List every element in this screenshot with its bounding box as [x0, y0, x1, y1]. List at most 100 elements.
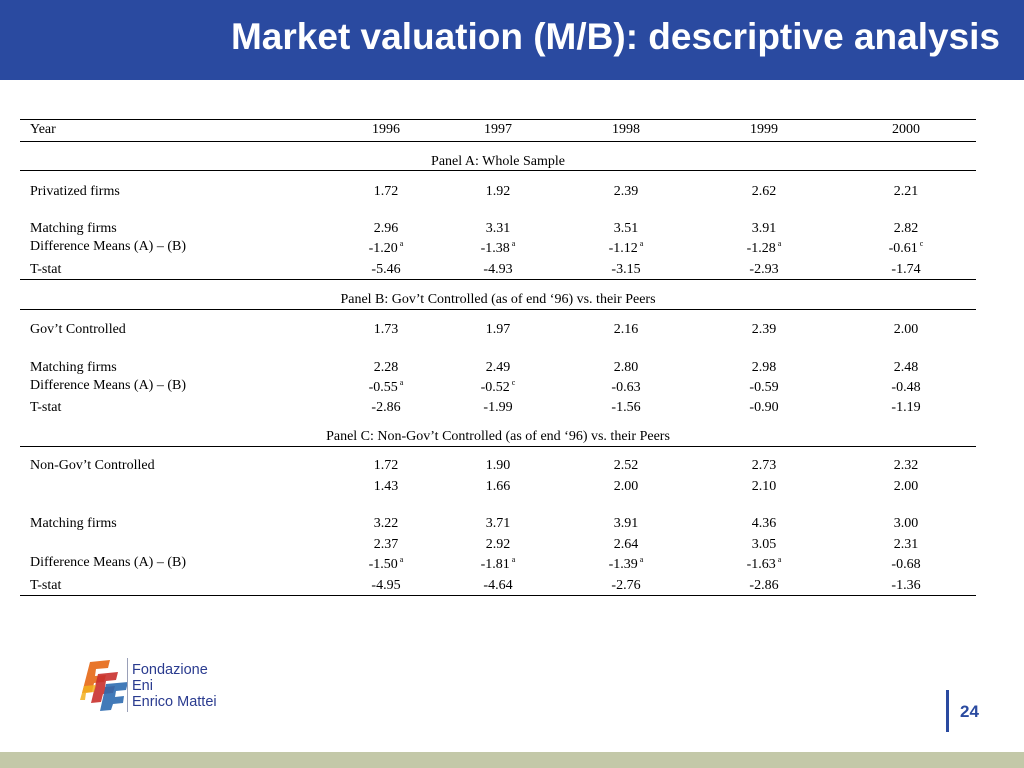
table-cell: 2.96 — [336, 221, 436, 237]
cell-value: -1.20 — [368, 241, 398, 256]
logo-divider — [127, 658, 128, 712]
table-cell: 2.92 — [448, 537, 548, 553]
cell-value: 2.39 — [613, 184, 639, 199]
row-label: T-stat — [30, 578, 62, 593]
cell-value: -0.90 — [749, 400, 779, 415]
rule-panel-a — [20, 170, 976, 171]
table-cell: 2.39 — [576, 184, 676, 200]
row-label: Gov’t Controlled — [30, 322, 126, 337]
logo-wordmark: Fondazione Eni Enrico Mattei — [132, 662, 217, 710]
cell-value: 3.91 — [613, 516, 639, 531]
table-cell: 3.51 — [576, 221, 676, 237]
table-cell: -0.55 a — [336, 378, 436, 397]
cell-value: 3.22 — [373, 516, 399, 531]
table-cell: -1.74 — [856, 262, 956, 278]
cell-value: -2.86 — [749, 578, 779, 593]
table-cell: -1.20 a — [336, 239, 436, 258]
panel-b-title: Panel B: Gov’t Controlled (as of end ‘96… — [340, 292, 656, 307]
row-label: Difference Means (A) – (B) — [30, 239, 187, 254]
cell-value: -1.81 — [480, 557, 510, 572]
table-cell: -2.86 — [714, 578, 814, 594]
cell-value: 2.62 — [751, 184, 777, 199]
cell-value: -5.46 — [371, 262, 401, 277]
table-cell: 2.82 — [856, 221, 956, 237]
table-cell: -2.86 — [336, 400, 436, 416]
table-cell: -1.56 — [576, 400, 676, 416]
cell-value: 2.80 — [613, 360, 639, 375]
table-cell: 1.72 — [336, 458, 436, 474]
page-number: 24 — [960, 702, 979, 721]
cell-value: 1.43 — [373, 479, 399, 494]
table-cell: 3.00 — [856, 516, 956, 532]
cell-value: -1.19 — [891, 400, 921, 415]
cell-value: -0.59 — [749, 380, 779, 395]
cell-value: 2.64 — [613, 537, 639, 552]
year-column-header: 1999 — [750, 122, 778, 137]
table-cell: -1.12 a — [576, 239, 676, 258]
table-cell: -1.99 — [448, 400, 548, 416]
rule-panel-b — [20, 309, 976, 310]
table-cell: 2.32 — [856, 458, 956, 474]
significance-marker: c — [919, 239, 924, 248]
year-column-header: 2000 — [892, 122, 920, 137]
cell-value: -4.64 — [483, 578, 513, 593]
cell-value: -1.50 — [368, 557, 398, 572]
cell-value: -1.56 — [611, 400, 641, 415]
cell-value: 1.97 — [485, 322, 511, 337]
cell-value: 1.92 — [485, 184, 511, 199]
table-cell: -1.38 a — [448, 239, 548, 258]
cell-value: 1.72 — [373, 458, 399, 473]
cell-value: -2.86 — [371, 400, 401, 415]
rule-top — [20, 119, 976, 120]
table-cell: -1.50 a — [336, 555, 436, 574]
cell-value: 1.66 — [485, 479, 511, 494]
cell-value: 3.31 — [485, 221, 511, 236]
cell-value: 2.37 — [373, 537, 399, 552]
row-label: T-stat — [30, 262, 62, 277]
page-number-divider — [946, 690, 949, 732]
cell-value: 3.91 — [751, 221, 777, 236]
table-cell: 1.73 — [336, 322, 436, 338]
significance-marker: a — [399, 378, 404, 387]
cell-value: 2.31 — [893, 537, 919, 552]
cell-value: 2.96 — [373, 221, 399, 236]
table-cell: 3.05 — [714, 537, 814, 553]
cell-value: 3.51 — [613, 221, 639, 236]
table-cell: 4.36 — [714, 516, 814, 532]
table-cell: -4.95 — [336, 578, 436, 594]
cell-value: -0.55 — [368, 380, 398, 395]
table-cell: 1.72 — [336, 184, 436, 200]
table-cell: -1.63 a — [714, 555, 814, 574]
cell-value: -2.93 — [749, 262, 779, 277]
significance-marker: c — [511, 378, 516, 387]
cell-value: 3.05 — [751, 537, 777, 552]
row-label: Difference Means (A) – (B) — [30, 378, 187, 393]
table-cell: 1.97 — [448, 322, 548, 338]
panel-a-title: Panel A: Whole Sample — [431, 154, 565, 169]
logo-line-2: Eni — [132, 678, 153, 694]
table-cell: -0.59 — [714, 380, 814, 396]
table-cell: -4.93 — [448, 262, 548, 278]
cell-value: 3.00 — [893, 516, 919, 531]
table-cell: 2.48 — [856, 360, 956, 376]
table-cell: -0.48 — [856, 380, 956, 396]
row-label: Difference Means (A) – (B) — [30, 555, 187, 570]
cell-value: 1.72 — [373, 184, 399, 199]
table-cell: 2.00 — [856, 479, 956, 495]
cell-value: -3.15 — [611, 262, 641, 277]
rule-panel-c — [20, 446, 976, 447]
table-cell: 2.39 — [714, 322, 814, 338]
significance-marker: a — [399, 239, 404, 248]
table-cell: 2.80 — [576, 360, 676, 376]
table-cell: -0.52 c — [448, 378, 548, 397]
row-label: Matching firms — [30, 221, 117, 236]
table-cell: 2.10 — [714, 479, 814, 495]
row-label: Matching firms — [30, 360, 117, 375]
significance-marker: a — [511, 239, 516, 248]
table-cell: -1.19 — [856, 400, 956, 416]
cell-value: 2.92 — [485, 537, 511, 552]
cell-value: -4.93 — [483, 262, 513, 277]
table-cell: 2.21 — [856, 184, 956, 200]
table-cell: -1.39 a — [576, 555, 676, 574]
rule-bottom — [20, 595, 976, 596]
